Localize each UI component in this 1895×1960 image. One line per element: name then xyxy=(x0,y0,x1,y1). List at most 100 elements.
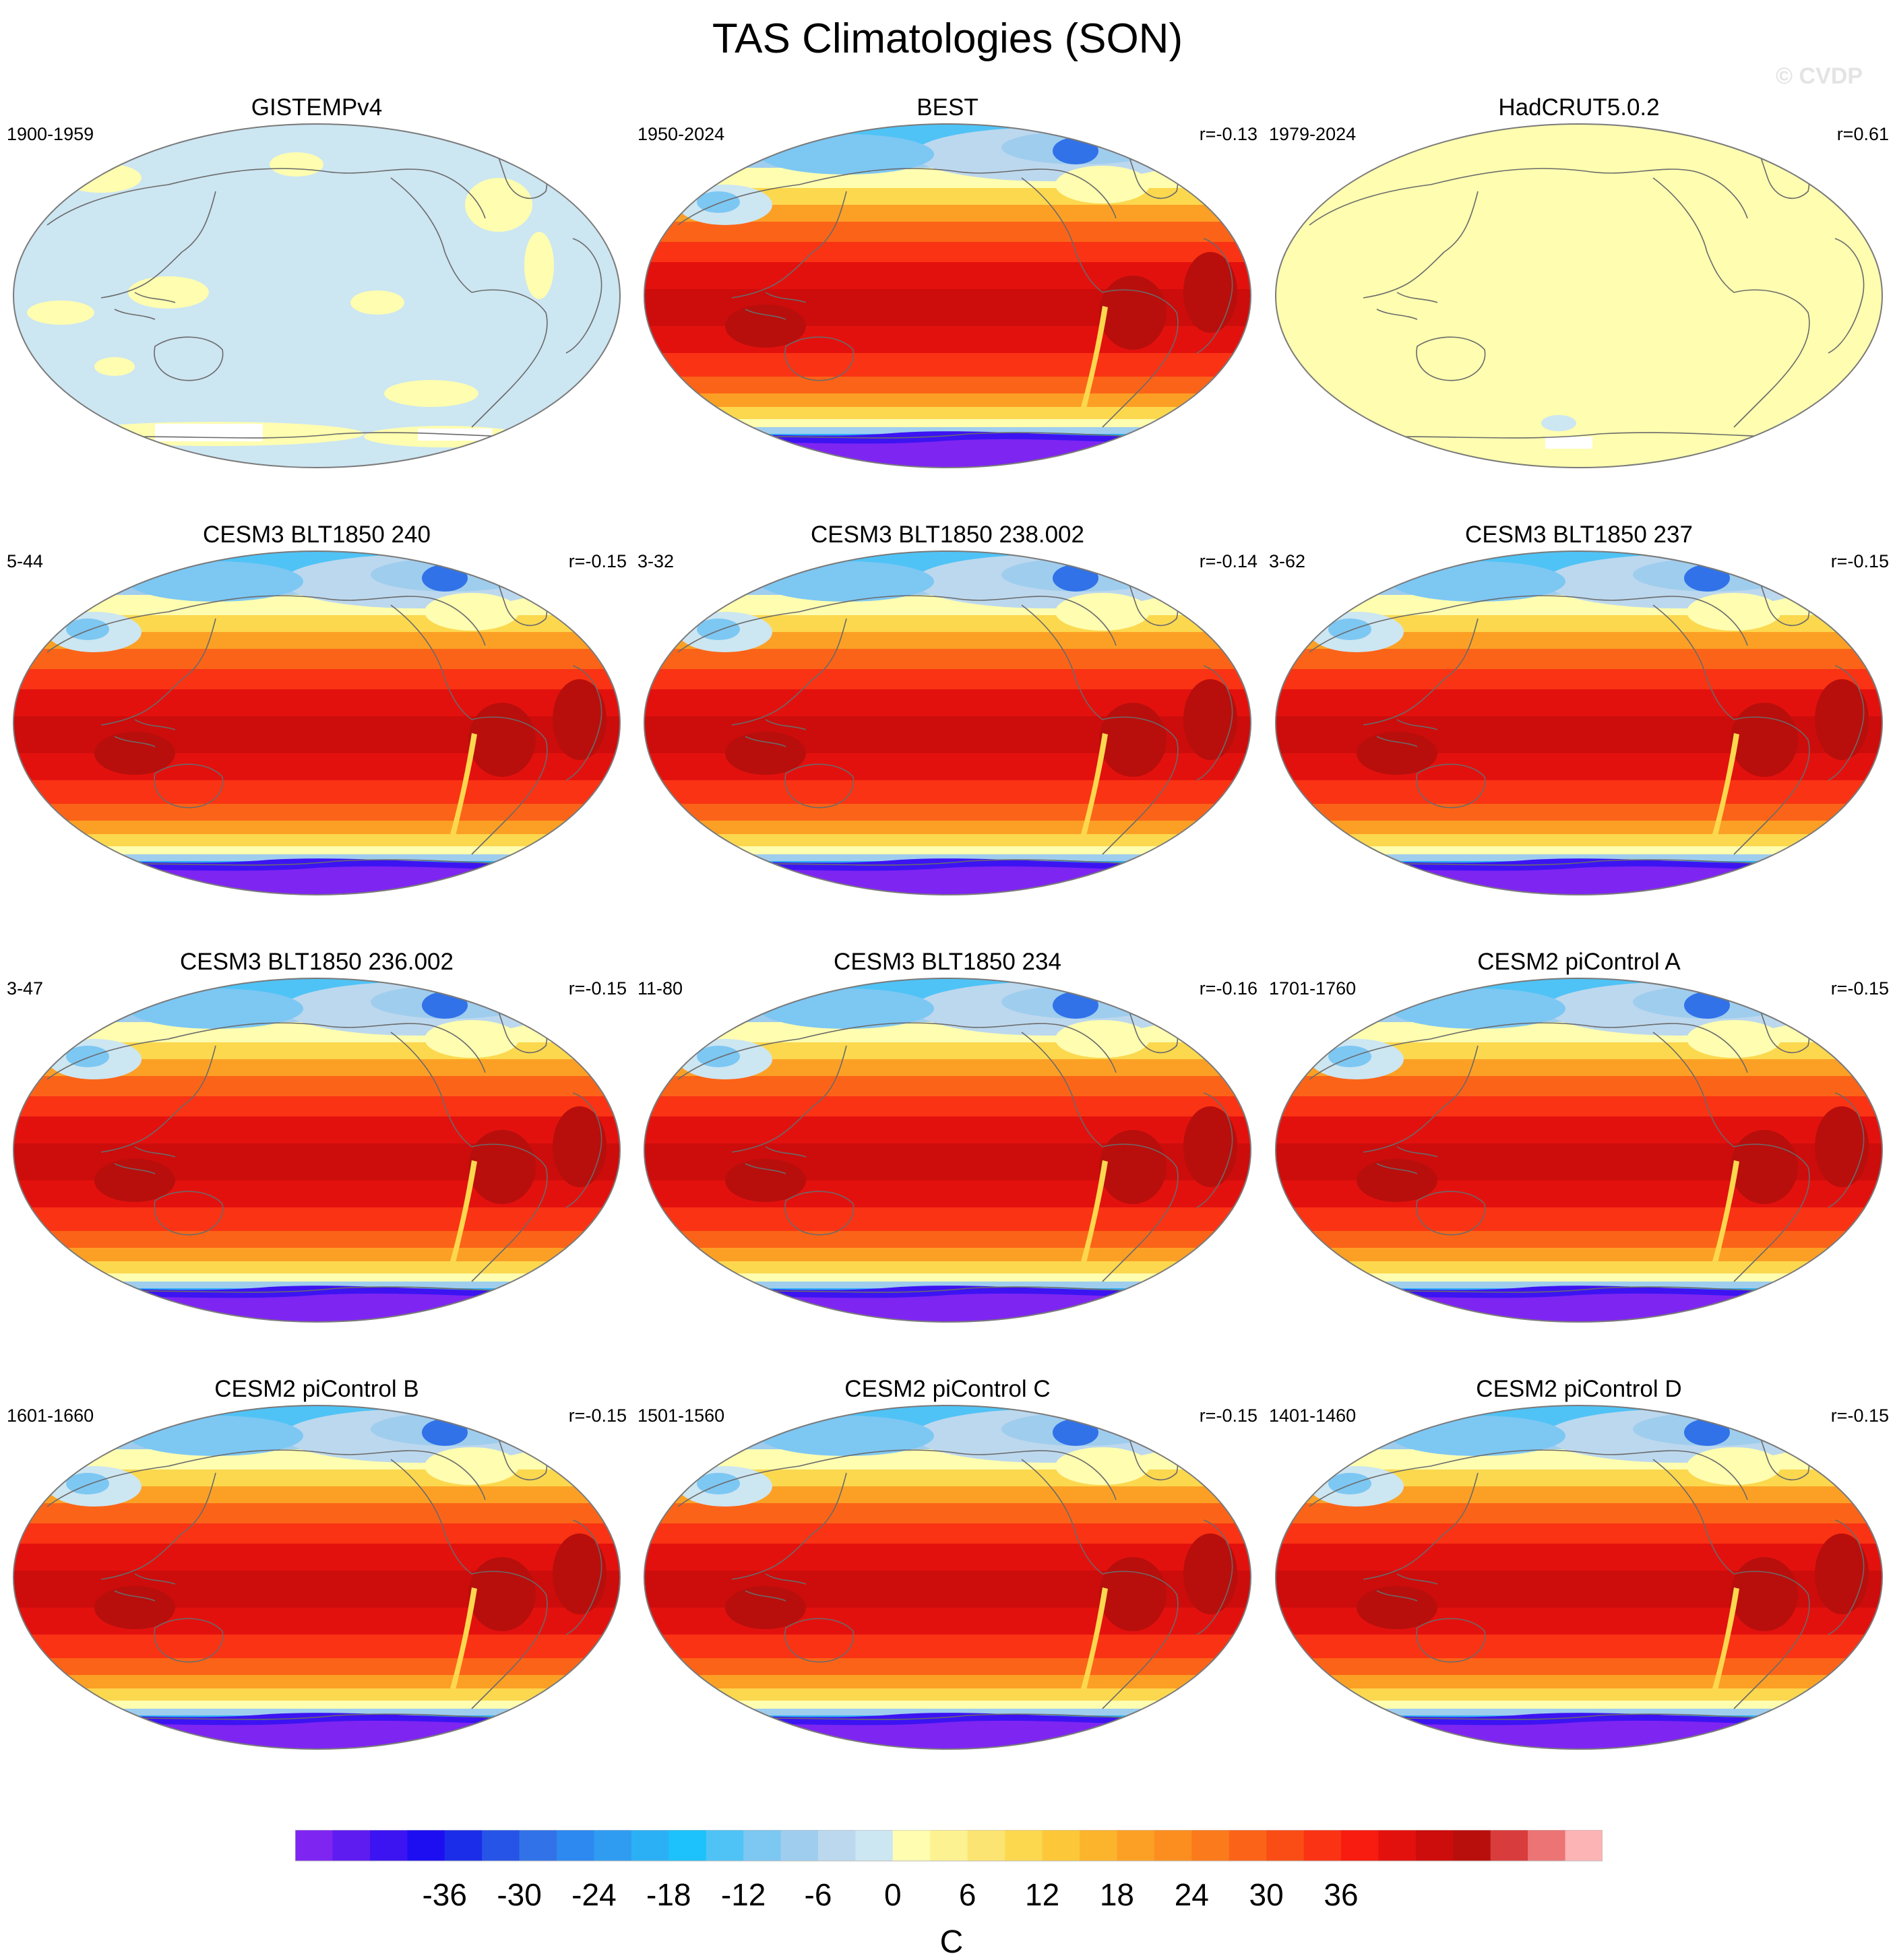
map-panel: CESM3 BLT1850 236.002 3-47 r=-0.15 xyxy=(7,949,627,1326)
panel-year-range: 1950-2024 xyxy=(638,124,725,144)
map-panel: CESM3 BLT1850 238.002 3-32 r=-0.14 xyxy=(638,521,1257,899)
colorbar-box xyxy=(1565,1830,1603,1861)
colorbar-box xyxy=(557,1830,594,1861)
panel-title: CESM2 piControl A xyxy=(1477,949,1681,975)
colorbar-box xyxy=(1453,1830,1491,1861)
colorbar-box xyxy=(892,1830,931,1861)
colorbar-box xyxy=(1042,1830,1080,1861)
robinson-map xyxy=(13,123,621,468)
panel-year-range: 11-80 xyxy=(638,978,683,999)
map-panel: HadCRUT5.0.2 1979-2024 r=0.61 xyxy=(1269,94,1889,472)
panel-pattern-correlation: r=-0.16 xyxy=(1199,978,1257,999)
robinson-map xyxy=(644,123,1251,468)
colorbar-box xyxy=(1415,1830,1454,1861)
panel-year-range: 5-44 xyxy=(7,551,44,571)
panel-year-range: 3-47 xyxy=(7,978,44,999)
colorbar-box xyxy=(1080,1830,1117,1861)
map-outline xyxy=(13,550,621,895)
colorbar-tick-label: -24 xyxy=(571,1877,616,1912)
colorbar-box xyxy=(706,1830,744,1861)
panel-year-range: 1979-2024 xyxy=(1269,124,1357,144)
colorbar-units-label: C xyxy=(939,1924,964,1960)
panel-pattern-correlation: r=-0.15 xyxy=(1830,551,1889,571)
panel-pattern-correlation: r=-0.15 xyxy=(568,1405,627,1426)
colorbar-tick-label: -18 xyxy=(646,1877,691,1912)
colorbar-box xyxy=(1154,1830,1192,1861)
robinson-map xyxy=(13,978,621,1323)
panel-pattern-correlation: r=0.61 xyxy=(1836,124,1889,144)
panel-pattern-correlation: r=-0.13 xyxy=(1199,124,1257,144)
colorbar-box xyxy=(369,1830,408,1861)
colorbar-box xyxy=(743,1830,782,1861)
colorbar-box xyxy=(818,1830,856,1861)
colorbar-box xyxy=(1378,1830,1417,1861)
map-outline xyxy=(13,1405,621,1750)
colorbar-tick-label: 24 xyxy=(1175,1877,1209,1912)
colorbar-box xyxy=(780,1830,819,1861)
colorbar-box xyxy=(1490,1830,1528,1861)
map-outline xyxy=(1275,978,1883,1323)
panel-title: CESM2 piControl B xyxy=(214,1376,419,1402)
robinson-map xyxy=(13,1405,621,1750)
panel-year-range: 1701-1760 xyxy=(1269,978,1357,999)
panel-title: CESM3 BLT1850 236.002 xyxy=(179,949,454,975)
robinson-map xyxy=(644,978,1251,1323)
map-outline xyxy=(644,550,1251,895)
panel-title: GISTEMPv4 xyxy=(251,94,383,121)
robinson-map xyxy=(13,550,621,895)
map-panel: CESM2 piControl D 1401-1460 r=-0.15 xyxy=(1269,1376,1889,1753)
panel-year-range: 1900-1959 xyxy=(7,124,94,144)
colorbar-box xyxy=(482,1830,520,1861)
colorbar-tick-label: 36 xyxy=(1324,1877,1358,1912)
panel-title: BEST xyxy=(917,94,978,121)
colorbar-tick-label: -30 xyxy=(497,1877,541,1912)
panel-title: CESM3 BLT1850 238.002 xyxy=(810,521,1084,548)
robinson-map xyxy=(1275,123,1883,468)
map-outline xyxy=(13,978,621,1323)
panel-year-range: 1501-1560 xyxy=(638,1405,725,1426)
panel-title: CESM3 BLT1850 237 xyxy=(1465,521,1693,548)
colorbar-box xyxy=(1528,1830,1566,1861)
map-panel: CESM2 piControl A 1701-1760 r=-0.15 xyxy=(1269,949,1889,1326)
panel-year-range: 3-32 xyxy=(638,551,675,571)
colorbar-box xyxy=(1266,1830,1305,1861)
panel-title: HadCRUT5.0.2 xyxy=(1498,94,1660,121)
map-panel: CESM3 BLT1850 237 3-62 r=-0.15 xyxy=(1269,521,1889,899)
colorbar-box xyxy=(1229,1830,1267,1861)
panel-title: CESM2 piControl D xyxy=(1476,1376,1682,1402)
panel-pattern-correlation: r=-0.15 xyxy=(568,978,627,999)
panel-year-range: 1401-1460 xyxy=(1269,1405,1357,1426)
colorbar-tick-label: 0 xyxy=(884,1877,902,1912)
panel-year-range: 1601-1660 xyxy=(7,1405,94,1426)
map-panel: CESM2 piControl B 1601-1660 r=-0.15 xyxy=(7,1376,627,1753)
colorbar-tick-label: 18 xyxy=(1100,1877,1134,1912)
colorbar-tick-label: 30 xyxy=(1249,1877,1284,1912)
panel-pattern-correlation: r=-0.15 xyxy=(1830,1405,1889,1426)
colorbar-tick-label: -6 xyxy=(805,1877,832,1912)
map-outline xyxy=(1275,123,1883,468)
colorbar-box xyxy=(930,1830,968,1861)
colorbar-tick-label: -12 xyxy=(721,1877,766,1912)
panel-title: CESM3 BLT1850 240 xyxy=(203,521,431,548)
panel-pattern-correlation: r=-0.15 xyxy=(1199,1405,1257,1426)
colorbar: -36 -30 -24 -18 -12 -6 0 6 12 18 24 30 36 xyxy=(295,1830,1603,1912)
map-panel: CESM2 piControl C 1501-1560 r=-0.15 xyxy=(638,1376,1257,1753)
panel-pattern-correlation: r=-0.14 xyxy=(1199,551,1257,571)
robinson-map xyxy=(1275,978,1883,1323)
colorbar-tick-label: -36 xyxy=(422,1877,466,1912)
map-outline xyxy=(13,123,621,468)
colorbar-tick-label: 6 xyxy=(959,1877,976,1912)
map-panel: BEST 1950-2024 r=-0.13 xyxy=(638,94,1257,472)
colorbar-box xyxy=(669,1830,707,1861)
panel-year-range: 3-62 xyxy=(1269,551,1306,571)
map-panel: CESM3 BLT1850 234 11-80 r=-0.16 xyxy=(638,949,1257,1326)
map-outline xyxy=(644,1405,1251,1750)
robinson-map xyxy=(1275,1405,1883,1750)
map-panel: GISTEMPv4 1900-1959 xyxy=(7,94,627,472)
map-outline xyxy=(644,978,1251,1323)
map-panel: CESM3 BLT1850 240 5-44 r=-0.15 xyxy=(7,521,627,899)
colorbar-box xyxy=(1303,1830,1342,1861)
panel-pattern-correlation: r=-0.15 xyxy=(568,551,627,571)
colorbar-box xyxy=(967,1830,1005,1861)
colorbar-box xyxy=(1005,1830,1043,1861)
